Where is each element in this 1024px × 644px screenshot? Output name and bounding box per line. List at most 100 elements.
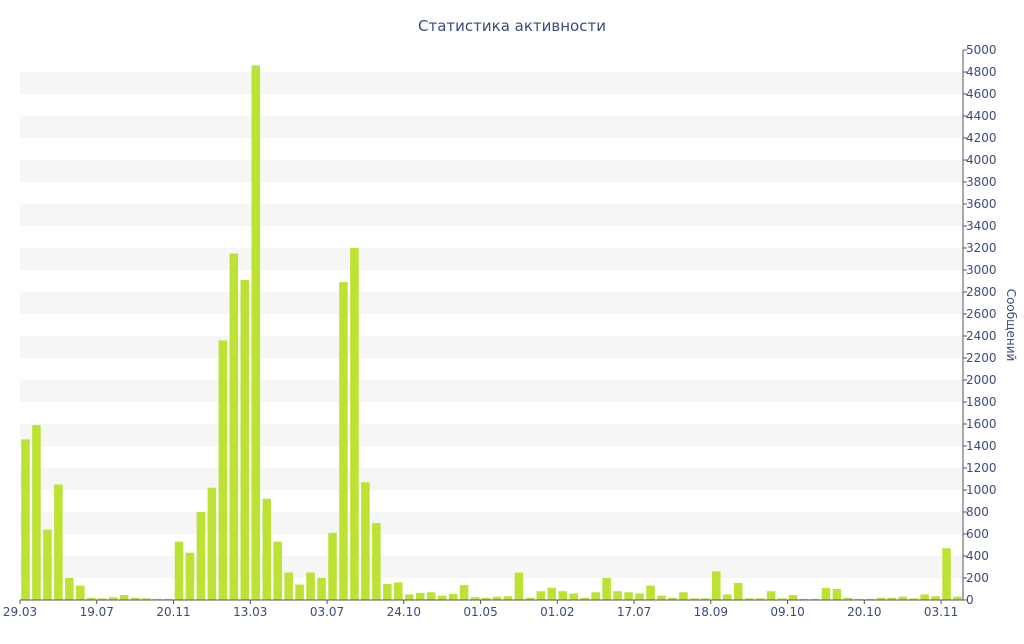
x-tick-label: 13.03 <box>233 605 267 619</box>
x-tick-label: 20.11 <box>156 605 190 619</box>
y-tick-label: 1000 <box>966 483 997 497</box>
grid-band <box>20 72 963 94</box>
bar <box>547 587 557 600</box>
grid-band <box>20 424 963 446</box>
bar <box>679 592 688 600</box>
bar <box>909 598 918 600</box>
y-tick-label: 3400 <box>966 219 997 233</box>
y-tick-label: 3800 <box>966 175 997 189</box>
y-tick-label: 4800 <box>966 65 997 79</box>
bar <box>426 592 436 600</box>
grid-band <box>20 336 963 358</box>
bar <box>558 591 568 600</box>
y-tick-label: 2600 <box>966 307 997 321</box>
bar <box>503 596 513 600</box>
x-tick-label: 17.07 <box>617 605 651 619</box>
bar <box>350 248 359 600</box>
bar <box>163 598 173 600</box>
bar <box>744 598 754 600</box>
bar <box>152 598 162 600</box>
x-tick-label: 01.02 <box>540 605 574 619</box>
y-tick-label: 5000 <box>966 43 997 57</box>
y-axis-label: Сообщений <box>1004 289 1018 362</box>
y-tick-label: 1400 <box>966 439 997 453</box>
bar <box>635 593 644 600</box>
bar <box>788 595 798 600</box>
grid-band <box>20 468 963 490</box>
bar <box>76 585 85 600</box>
y-tick-label: 4400 <box>966 109 997 123</box>
bar <box>569 593 579 600</box>
y-tick-label: 200 <box>966 571 989 585</box>
bar <box>97 598 107 600</box>
bar <box>207 487 217 600</box>
bar <box>295 584 304 600</box>
bar <box>108 597 118 600</box>
bar <box>602 578 611 600</box>
y-tick-label: 800 <box>966 505 989 519</box>
bar <box>843 597 853 600</box>
bar <box>690 598 699 600</box>
bar <box>251 65 261 600</box>
x-tick-label: 03.11 <box>924 605 958 619</box>
bar <box>799 598 809 600</box>
bar <box>854 598 864 600</box>
bar <box>437 595 447 600</box>
grid-band <box>20 116 963 138</box>
bar <box>766 591 776 600</box>
bar <box>459 585 469 600</box>
bar <box>229 253 239 600</box>
bar <box>525 597 535 600</box>
bar <box>536 591 546 600</box>
y-tick-label: 3000 <box>966 263 997 277</box>
x-tick-label: 20.10 <box>847 605 881 619</box>
y-tick-label: 3200 <box>966 241 997 255</box>
bar <box>87 597 96 600</box>
bar <box>328 532 337 600</box>
bar <box>733 582 743 600</box>
grid-band <box>20 512 963 534</box>
bar <box>942 548 951 600</box>
bar <box>931 596 940 600</box>
y-tick-label: 4600 <box>966 87 997 101</box>
bar <box>196 512 206 600</box>
bar <box>361 482 370 600</box>
grid-bands <box>20 72 963 578</box>
bar <box>394 582 403 600</box>
chart-title: Статистика активности <box>418 17 606 35</box>
y-tick-label: 2000 <box>966 373 997 387</box>
bar <box>887 597 896 600</box>
bar <box>777 598 787 600</box>
bar <box>657 595 666 600</box>
bar <box>317 578 326 600</box>
bar <box>32 425 41 600</box>
bar <box>141 598 151 600</box>
x-tick-label: 01.05 <box>463 605 497 619</box>
bar <box>273 541 282 600</box>
bar <box>722 594 732 600</box>
grid-band <box>20 160 963 182</box>
bar <box>492 596 502 600</box>
x-tick-label: 19.07 <box>80 605 114 619</box>
bar <box>624 592 633 600</box>
bar <box>668 597 677 600</box>
bar <box>591 592 600 600</box>
x-tick-label: 03.07 <box>310 605 344 619</box>
bar <box>646 585 655 600</box>
bar <box>54 484 63 600</box>
bar <box>240 279 250 600</box>
y-tick-label: 1600 <box>966 417 997 431</box>
bar <box>876 597 886 600</box>
x-tick-label: 29.03 <box>3 605 37 619</box>
bar <box>810 598 820 600</box>
bar <box>481 597 491 600</box>
y-tick-label: 3600 <box>966 197 997 211</box>
bar <box>119 595 129 600</box>
bar <box>262 498 271 600</box>
x-tick-label: 09.10 <box>770 605 804 619</box>
bar <box>448 593 458 600</box>
grid-band <box>20 248 963 270</box>
bar <box>372 523 381 600</box>
bar <box>185 552 195 600</box>
